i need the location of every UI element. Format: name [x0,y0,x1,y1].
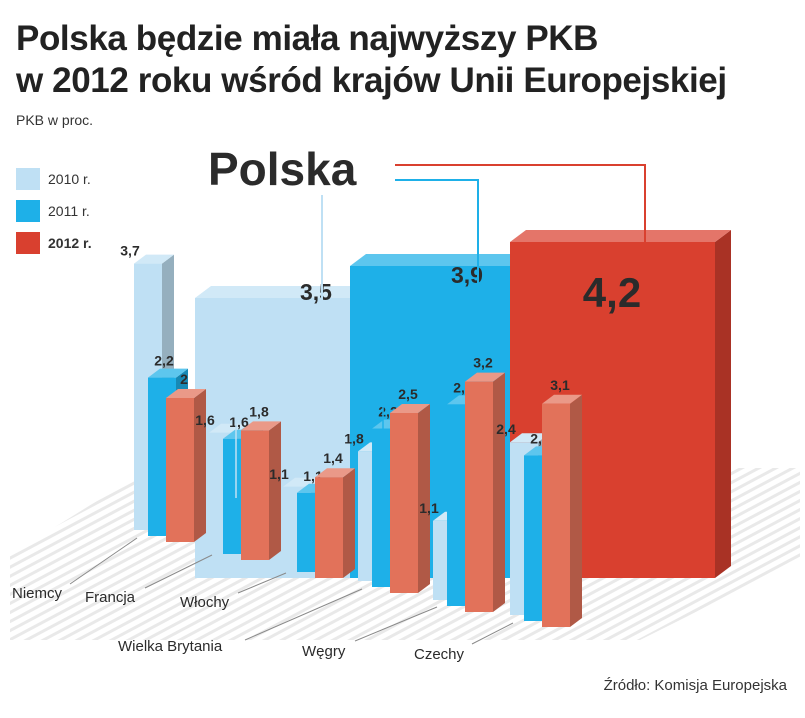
category-label-3: Wielka Brytania [118,638,223,655]
category-label-1: Francja [85,589,136,606]
legend-label-2: 2012 r. [48,235,92,251]
value-label-0-0: 3,7 [120,243,140,259]
category-leader-5 [471,622,514,645]
value-label-1-1: 1,6 [229,414,249,430]
bar-group-1: 1,6 1,61,8 [195,403,281,560]
legend-label-1: 2011 r. [48,203,90,219]
bar-group-4: 1,12,83,2 [419,355,505,612]
callout-line-2011 [395,179,479,291]
category-label-5: Czechy [414,646,465,663]
bar-group-3: 1,82,22,5 [344,386,430,593]
bar-0-2 [166,389,206,542]
value-label-0-1: 2,2 [154,353,174,369]
title-line-1: Polska będzie miała najwyższy PKB [16,19,599,58]
category-label-4: Węgry [302,643,346,660]
chart-title: Polska będzie miała najwyższy PKB w 2012… [16,18,727,102]
bar-1-2 [241,421,281,560]
value-label-0-2: 2 [180,371,188,387]
category-leader-2 [237,572,287,594]
value-label-1-0: 1,6 [195,412,215,428]
value-label-4-2: 3,2 [473,355,493,371]
category-label-0: Niemcy [12,585,63,602]
category-leader-0 [69,537,138,585]
category-leader-3 [244,588,363,641]
bar-2-2 [315,468,355,578]
legend-swatch-1 [16,200,40,222]
legend-label-0: 2010 r. [48,171,91,187]
title-line-2: w 2012 roku wśród krajów Unii Europejski… [16,61,727,100]
source-note: Źródło: Komisja Europejska [603,677,787,694]
bar-group-5: 2,42,33,1 [496,377,582,627]
value-label-3-2: 2,5 [398,386,418,402]
bar-5-2 [542,394,582,627]
polska-value-label-0: 3,5 [300,279,332,305]
bar-group-2: 1,1 1,11,4 [269,450,355,578]
value-label-4-0: 1,1 [419,500,439,516]
chart-subtitle: PKB w proc. [16,112,94,128]
value-label-2-0: 1,1 [269,466,289,482]
polska-value-label-2: 4,2 [583,269,641,316]
bar-group-0: 3,7 2,2 2 [120,243,206,542]
legend-swatch-0 [16,168,40,190]
category-label-2: Włochy [180,594,230,611]
bar-4-2 [465,372,505,612]
category-leader-4 [354,606,438,642]
value-label-5-2: 3,1 [550,377,570,393]
callout-line-2012 [395,164,646,242]
legend-swatch-2 [16,232,40,254]
category-leader-1 [144,554,213,589]
bar-3-2 [390,404,430,593]
value-label-1-2: 1,8 [249,403,269,419]
value-label-5-0: 2,4 [496,421,516,437]
polska-callout-label: Polska [208,143,357,195]
value-label-3-0: 1,8 [344,430,364,446]
value-label-2-2: 1,4 [323,450,343,466]
